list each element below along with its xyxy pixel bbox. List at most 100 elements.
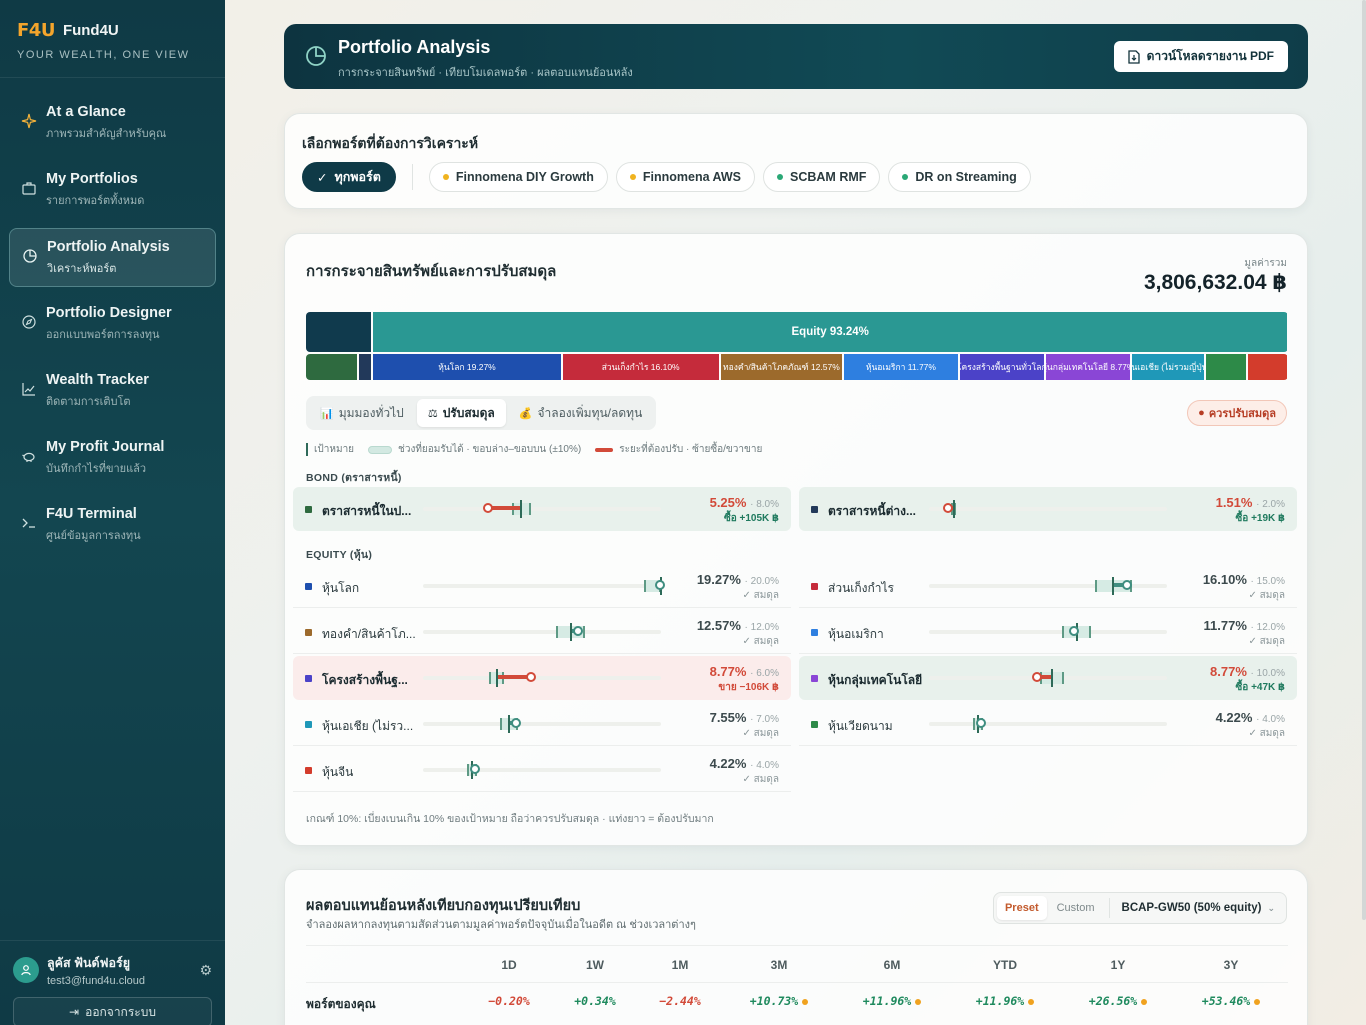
user-email: test3@fund4u.cloud <box>47 975 146 987</box>
deviation-bar <box>1113 583 1127 587</box>
legend-gap-marker <box>595 447 614 452</box>
chip-portfolio[interactable]: Finnomena AWS <box>615 162 756 192</box>
chip-divider <box>411 164 413 190</box>
allocation-segment[interactable]: Equity 93.24% <box>373 312 1287 352</box>
allocation-segment[interactable]: โครงสร้างพื้นฐานทั่วโลก <box>959 354 1044 380</box>
chip-portfolio[interactable]: SCBAM RMF <box>763 162 881 192</box>
sidebar-item-portfolio-analysis[interactable]: Portfolio Analysis วิเคราะห์พอร์ต <box>9 228 216 287</box>
category-name: หุ้นกลุ่มเทคโนโลยี <box>828 673 923 687</box>
allocation-segment[interactable]: หุ้นโลก 19.27% <box>373 354 561 380</box>
allocation-tabs: 📊 มุมมองทั่วไป ⚖ ปรับสมดุล 💰 จำลองเพิ่มทุน… <box>306 396 657 430</box>
allocation-segment[interactable]: ทองคำ/สินค้าโภคภัณฑ์ 12.57% <box>720 354 843 380</box>
benchmark-dropdown[interactable]: BCAP-GW50 (50% equity) ⌄ <box>1116 896 1283 920</box>
allocation-segment[interactable] <box>306 312 372 352</box>
category-name: หุ้นอเมริกา <box>828 627 884 641</box>
category-name: หุ้นจีน <box>322 765 354 779</box>
sidebar-item-title: My Profit Journal <box>46 439 165 455</box>
allocation-segment[interactable]: หุ้นอเมริกา 11.77% <box>844 354 958 380</box>
settings-gear-icon[interactable]: ⚙ <box>199 961 212 978</box>
logout-button[interactable]: ⇥ ออกจากระบบ <box>13 997 212 1025</box>
balanced-status: ✓ สมดุล <box>742 774 779 785</box>
allocation-segment[interactable]: ส่วนเก็งกำไร 16.10% <box>562 354 719 380</box>
period-header[interactable]: 1W <box>586 958 604 972</box>
period-header[interactable]: 3M <box>770 958 788 972</box>
tab-money-bag[interactable]: 💰 จำลองเพิ่มทุน/ลดทุน <box>508 399 654 427</box>
current-weight-value: 11.77% <box>1203 618 1247 633</box>
tab-bar-chart[interactable]: 📊 มุมมองทั่วไป <box>309 399 415 427</box>
page-scrollbar[interactable] <box>1362 0 1366 920</box>
page-subtitle: การกระจายสินทรัพย์ · เทียบโมเดลพอร์ต · ผ… <box>338 67 633 79</box>
user-avatar-icon[interactable] <box>13 957 39 983</box>
sidebar-item-f4u-terminal[interactable]: F4U Terminal ศูนย์ข้อมูลการลงทุน <box>9 496 216 555</box>
rebalance-row[interactable]: หุ้นกลุ่มเทคโนโลยี 8.77% · 10.0% ซื้อ +4… <box>799 656 1297 700</box>
portfolio-chips: ✓ ทุกพอร์ต Finnomena DIY Growth Finnomen… <box>302 162 1031 192</box>
sidebar-item-my-portfolios[interactable]: My Portfolios รายการพอร์ตทั้งหมด <box>9 161 216 220</box>
current-weight-value: 8.77% <box>1210 664 1247 679</box>
portfolio-dot <box>902 174 909 180</box>
rebalance-row[interactable]: หุ้นเอเชีย (ไม่รว... 7.55% · 7.0% ✓ สมดุ… <box>293 702 791 746</box>
sidebar-item-subtitle: ออกแบบพอร์ตการลงทุน <box>46 329 160 341</box>
allocation-segment[interactable]: หุ้นเอเชีย (ไม่รวมญี่ปุ่น) <box>1131 354 1205 380</box>
rebalance-row[interactable]: หุ้นอเมริกา 11.77% · 12.0% ✓ สมดุล <box>799 610 1297 654</box>
rebalance-row[interactable]: หุ้นโลก 19.27% · 20.0% ✓ สมดุล <box>293 564 791 608</box>
category-color-swatch <box>305 767 312 774</box>
current-marker <box>572 626 583 636</box>
rebalance-track <box>929 577 1167 595</box>
period-header[interactable]: YTD <box>993 958 1017 972</box>
period-header[interactable]: 1M <box>671 958 689 972</box>
rebalance-row[interactable]: หุ้นจีน 4.22% · 4.0% ✓ สมดุล <box>293 748 791 792</box>
chip-portfolio[interactable]: Finnomena DIY Growth <box>428 162 608 192</box>
current-weight-value: 12.57% <box>696 618 741 633</box>
status-dot-icon <box>915 998 922 1005</box>
sidebar-item-subtitle: ภาพรวมสำคัญสำหรับคุณ <box>46 128 167 140</box>
rebalance-row[interactable]: หุ้นเวียดนาม 4.22% · 4.0% ✓ สมดุล <box>799 702 1297 746</box>
sidebar-item-my-profit-journal[interactable]: My Profit Journal บันทึกกำไรที่ขายแล้ว <box>9 429 216 488</box>
period-header[interactable]: 3Y <box>1223 958 1239 972</box>
track-background <box>423 676 661 680</box>
custom-tab[interactable]: Custom <box>1056 902 1095 914</box>
equity-group-title: EQUITY (หุ้น) <box>306 549 373 561</box>
track-background <box>423 507 661 511</box>
rebalance-legend: เป้าหมาย ช่วงที่ยอมรับได้ · ขอบล่าง–ขอบบ… <box>306 442 762 457</box>
sidebar-item-wealth-tracker[interactable]: Wealth Tracker ติดตามการเติบโต <box>9 362 216 421</box>
sidebar-item-portfolio-designer[interactable]: Portfolio Designer ออกแบบพอร์ตการลงทุน <box>9 295 216 354</box>
benchmark-selected: BCAP-GW50 (50% equity) <box>1121 902 1262 914</box>
rebalance-track <box>929 500 1167 518</box>
sidebar-item-at-a-glance[interactable]: At a Glance ภาพรวมสำคัญสำหรับคุณ <box>9 94 216 153</box>
allocation-segment[interactable] <box>358 354 372 380</box>
allocation-segment[interactable]: หุ้นกลุ่มเทคโนโลยี 8.77% <box>1045 354 1130 380</box>
chip-portfolio[interactable]: DR on Streaming <box>888 162 1031 192</box>
target-marker <box>952 500 955 518</box>
tab-scale[interactable]: ⚖ ปรับสมดุล <box>416 399 506 427</box>
chip-all-portfolios[interactable]: ✓ ทุกพอร์ต <box>302 162 396 192</box>
money-bag-icon: 💰 <box>518 407 533 420</box>
return-value: +0.34% <box>550 994 640 1008</box>
preset-tab[interactable]: Preset <box>996 896 1047 920</box>
current-weight: 1.51% · 2.0% <box>1216 495 1285 510</box>
allocation-segment[interactable] <box>1247 354 1287 380</box>
allocation-segment[interactable] <box>306 354 357 380</box>
download-pdf-button[interactable]: ดาวน์โหลดรายงาน PDF <box>1113 41 1288 72</box>
current-marker <box>654 580 665 590</box>
rebalance-row[interactable]: ตราสารหนี้ในป... 5.25% · 8.0% ซื้อ +105K… <box>293 487 791 531</box>
return-value-text: +0.34% <box>574 994 616 1008</box>
rebalance-row[interactable]: โครงสร้างพื้นฐ... 8.77% · 6.0% ขาย −106K… <box>293 656 791 700</box>
track-background <box>423 584 661 588</box>
allocation-segment[interactable] <box>1206 354 1246 380</box>
rebalance-row[interactable]: ทองคำ/สินค้าโภ... 12.57% · 12.0% ✓ สมดุล <box>293 610 791 654</box>
compass-icon <box>21 314 37 330</box>
category-name: ส่วนเก็งกำไร <box>828 581 894 595</box>
sidebar-item-subtitle: บันทึกกำไรที่ขายแล้ว <box>46 463 147 475</box>
period-header[interactable]: 1D <box>501 958 517 972</box>
brand-logo[interactable]: F4U <box>17 20 55 41</box>
category-color-swatch <box>305 675 312 682</box>
rebalance-gap-bar <box>1036 675 1052 679</box>
status-dot-icon <box>1141 998 1148 1005</box>
rebalance-row[interactable]: ส่วนเก็งกำไร 16.10% · 15.0% ✓ สมดุล <box>799 564 1297 608</box>
period-header[interactable]: 1Y <box>1110 958 1126 972</box>
return-value-text: +53.46% <box>1201 994 1251 1008</box>
period-header[interactable]: 6M <box>883 958 901 972</box>
current-marker <box>942 503 953 513</box>
return-value-text: −2.44% <box>659 994 701 1008</box>
rebalance-row[interactable]: ตราสารหนี้ต่าง... 1.51% · 2.0% ซื้อ +19K… <box>799 487 1297 531</box>
